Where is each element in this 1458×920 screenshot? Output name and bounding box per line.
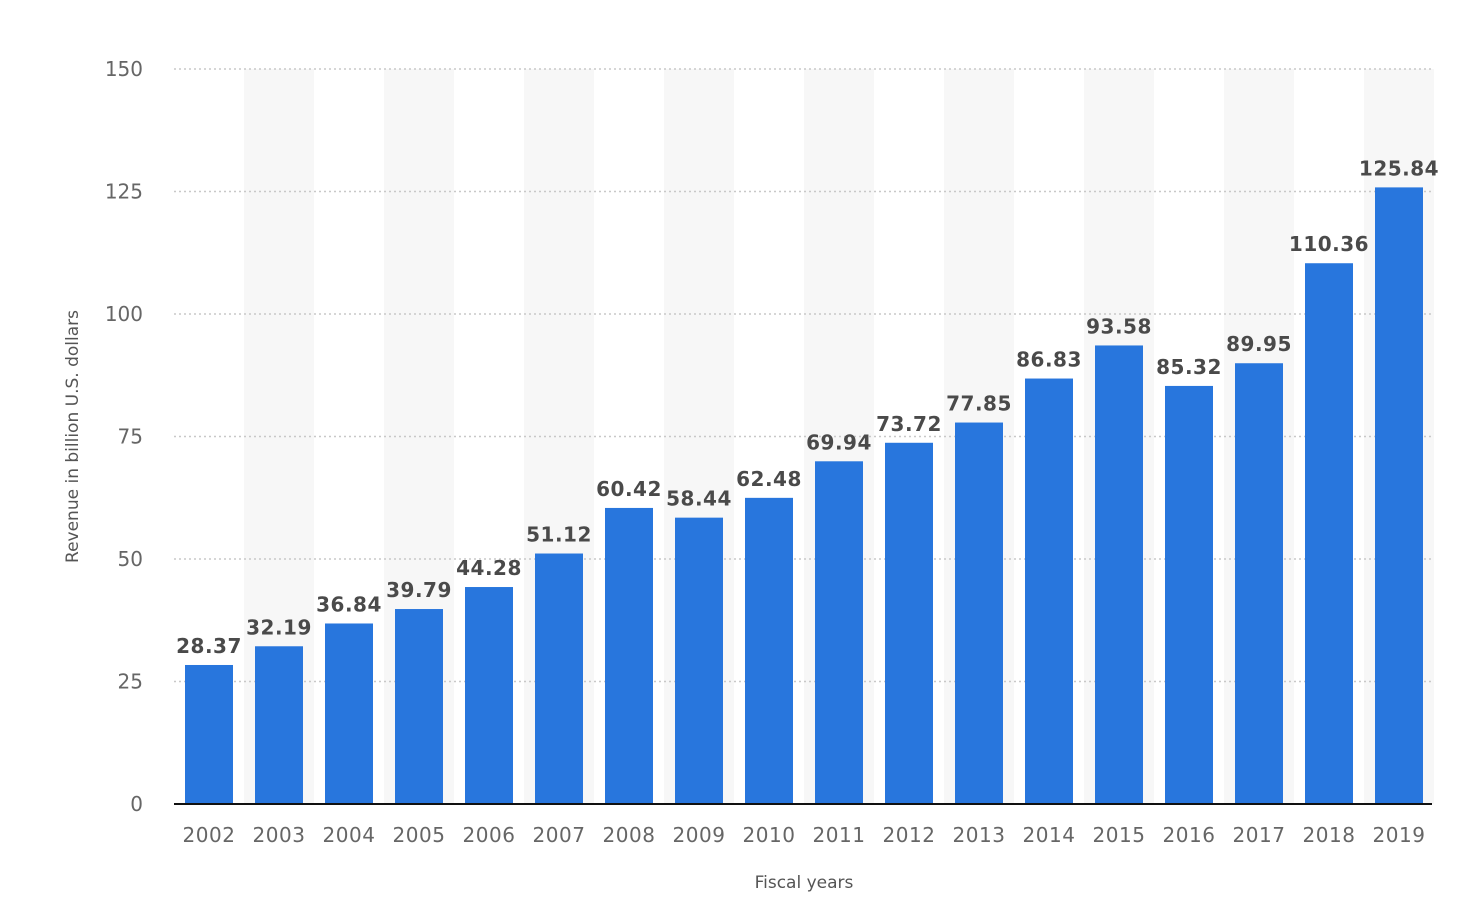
bar — [1025, 378, 1073, 804]
x-axis-title: Fiscal years — [755, 873, 854, 893]
y-tick-label: 75 — [118, 425, 143, 449]
bar — [1095, 345, 1143, 804]
data-label: 86.83 — [1016, 348, 1082, 372]
bars — [185, 187, 1423, 805]
x-tick-label: 2012 — [883, 823, 936, 847]
bar — [325, 623, 373, 804]
data-label: 36.84 — [316, 592, 382, 616]
y-tick-label: 150 — [105, 57, 143, 81]
bar — [1165, 385, 1213, 804]
data-label: 110.36 — [1289, 232, 1369, 256]
y-axis-ticks: 0 25 50 75 100 125 150 — [105, 57, 143, 816]
y-tick-label: 125 — [105, 180, 143, 204]
bar — [605, 507, 653, 804]
x-tick-label: 2002 — [183, 823, 236, 847]
x-tick-label: 2016 — [1163, 823, 1216, 847]
x-tick-label: 2017 — [1233, 823, 1286, 847]
data-label: 62.48 — [736, 467, 802, 491]
x-tick-label: 2007 — [533, 823, 586, 847]
y-axis-title: Revenue in billion U.S. dollars — [63, 310, 83, 563]
y-tick-label: 25 — [118, 670, 143, 694]
bar — [815, 461, 863, 804]
x-tick-label: 2008 — [603, 823, 656, 847]
x-tick-label: 2011 — [813, 823, 866, 847]
x-tick-label: 2004 — [323, 823, 376, 847]
data-label: 85.32 — [1156, 355, 1222, 379]
bar — [1375, 187, 1423, 804]
x-tick-label: 2006 — [463, 823, 516, 847]
x-axis-ticks: 2002 2003 2004 2005 2006 2007 2008 2009 2010 2011… — [183, 823, 1426, 847]
bar — [255, 646, 303, 804]
bar — [955, 422, 1003, 804]
bar — [185, 664, 233, 804]
bar — [1305, 263, 1353, 805]
data-label: 32.19 — [246, 615, 312, 639]
x-tick-label: 2009 — [673, 823, 726, 847]
y-tick-label: 100 — [105, 302, 143, 326]
x-tick-label: 2003 — [253, 823, 306, 847]
bar — [465, 587, 513, 804]
data-label: 28.37 — [176, 634, 242, 658]
data-label: 51.12 — [526, 523, 592, 547]
y-tick-label: 50 — [118, 547, 143, 571]
data-label: 60.42 — [596, 477, 662, 501]
x-tick-label: 2015 — [1093, 823, 1146, 847]
data-label: 58.44 — [666, 487, 732, 511]
x-tick-label: 2013 — [953, 823, 1006, 847]
data-label: 77.85 — [946, 392, 1012, 416]
data-label: 93.58 — [1086, 314, 1152, 338]
data-label: 73.72 — [876, 412, 942, 436]
x-tick-label: 2005 — [393, 823, 446, 847]
x-tick-label: 2010 — [743, 823, 796, 847]
data-label: 89.95 — [1226, 332, 1292, 356]
data-label: 39.79 — [386, 578, 452, 602]
x-tick-label: 2018 — [1303, 823, 1356, 847]
y-tick-label: 0 — [130, 792, 143, 816]
bar — [675, 517, 723, 804]
bar — [1235, 363, 1283, 804]
bar — [395, 609, 443, 804]
bar — [535, 553, 583, 804]
x-tick-label: 2014 — [1023, 823, 1076, 847]
data-label: 44.28 — [456, 556, 522, 580]
bar — [885, 442, 933, 804]
data-label: 125.84 — [1359, 156, 1439, 180]
bar — [745, 497, 793, 804]
data-label: 69.94 — [806, 430, 872, 454]
x-tick-label: 2019 — [1373, 823, 1426, 847]
